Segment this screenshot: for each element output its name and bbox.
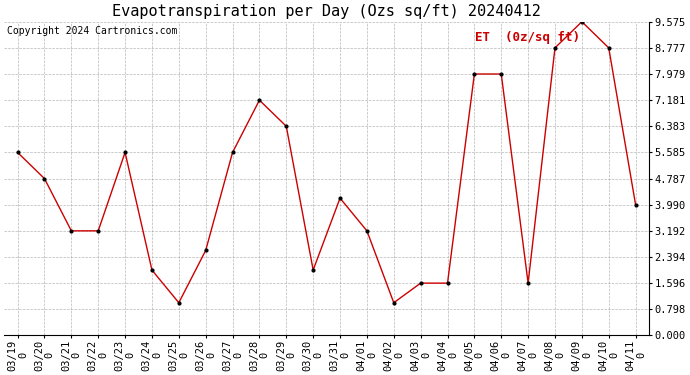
Title: Evapotranspiration per Day (Ozs sq/ft) 20240412: Evapotranspiration per Day (Ozs sq/ft) 2… [112, 4, 541, 19]
ET  (0z/sq ft) [363, 229, 371, 233]
ET  (0z/sq ft) [309, 268, 317, 272]
ET  (0z/sq ft) [121, 150, 129, 155]
ET  (0z/sq ft) [390, 300, 398, 305]
ET  (0z/sq ft) [551, 46, 559, 50]
ET  (0z/sq ft) [40, 176, 48, 181]
ET  (0z/sq ft) [336, 196, 344, 200]
ET  (0z/sq ft) [94, 229, 102, 233]
ET  (0z/sq ft) [471, 72, 479, 76]
Text: ET  (0z/sq ft): ET (0z/sq ft) [475, 31, 580, 44]
ET  (0z/sq ft) [497, 72, 505, 76]
ET  (0z/sq ft) [201, 248, 210, 253]
ET  (0z/sq ft) [631, 202, 640, 207]
ET  (0z/sq ft) [255, 98, 264, 102]
ET  (0z/sq ft) [228, 150, 237, 155]
ET  (0z/sq ft) [524, 281, 532, 285]
ET  (0z/sq ft) [578, 20, 586, 24]
Line: ET  (0z/sq ft): ET (0z/sq ft) [14, 19, 638, 306]
ET  (0z/sq ft) [175, 300, 183, 305]
ET  (0z/sq ft) [14, 150, 22, 155]
ET  (0z/sq ft) [67, 229, 75, 233]
ET  (0z/sq ft) [148, 268, 156, 272]
Text: Copyright 2024 Cartronics.com: Copyright 2024 Cartronics.com [8, 26, 178, 36]
ET  (0z/sq ft) [604, 46, 613, 50]
ET  (0z/sq ft) [417, 281, 425, 285]
ET  (0z/sq ft) [282, 124, 290, 129]
ET  (0z/sq ft) [444, 281, 452, 285]
